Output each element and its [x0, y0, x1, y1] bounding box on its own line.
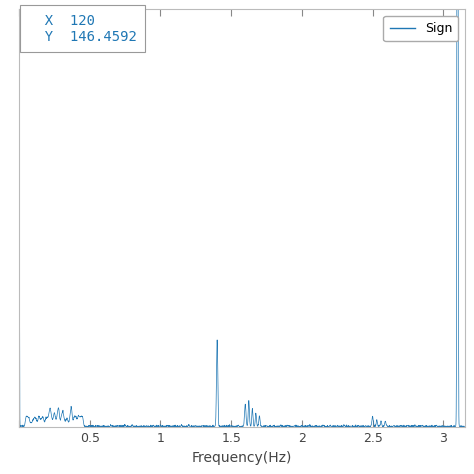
Legend: Sign: Sign: [383, 16, 458, 41]
X-axis label: Frequency(Hz): Frequency(Hz): [191, 451, 292, 465]
Text: X  120
  Y  146.4592: X 120 Y 146.4592: [28, 14, 137, 44]
